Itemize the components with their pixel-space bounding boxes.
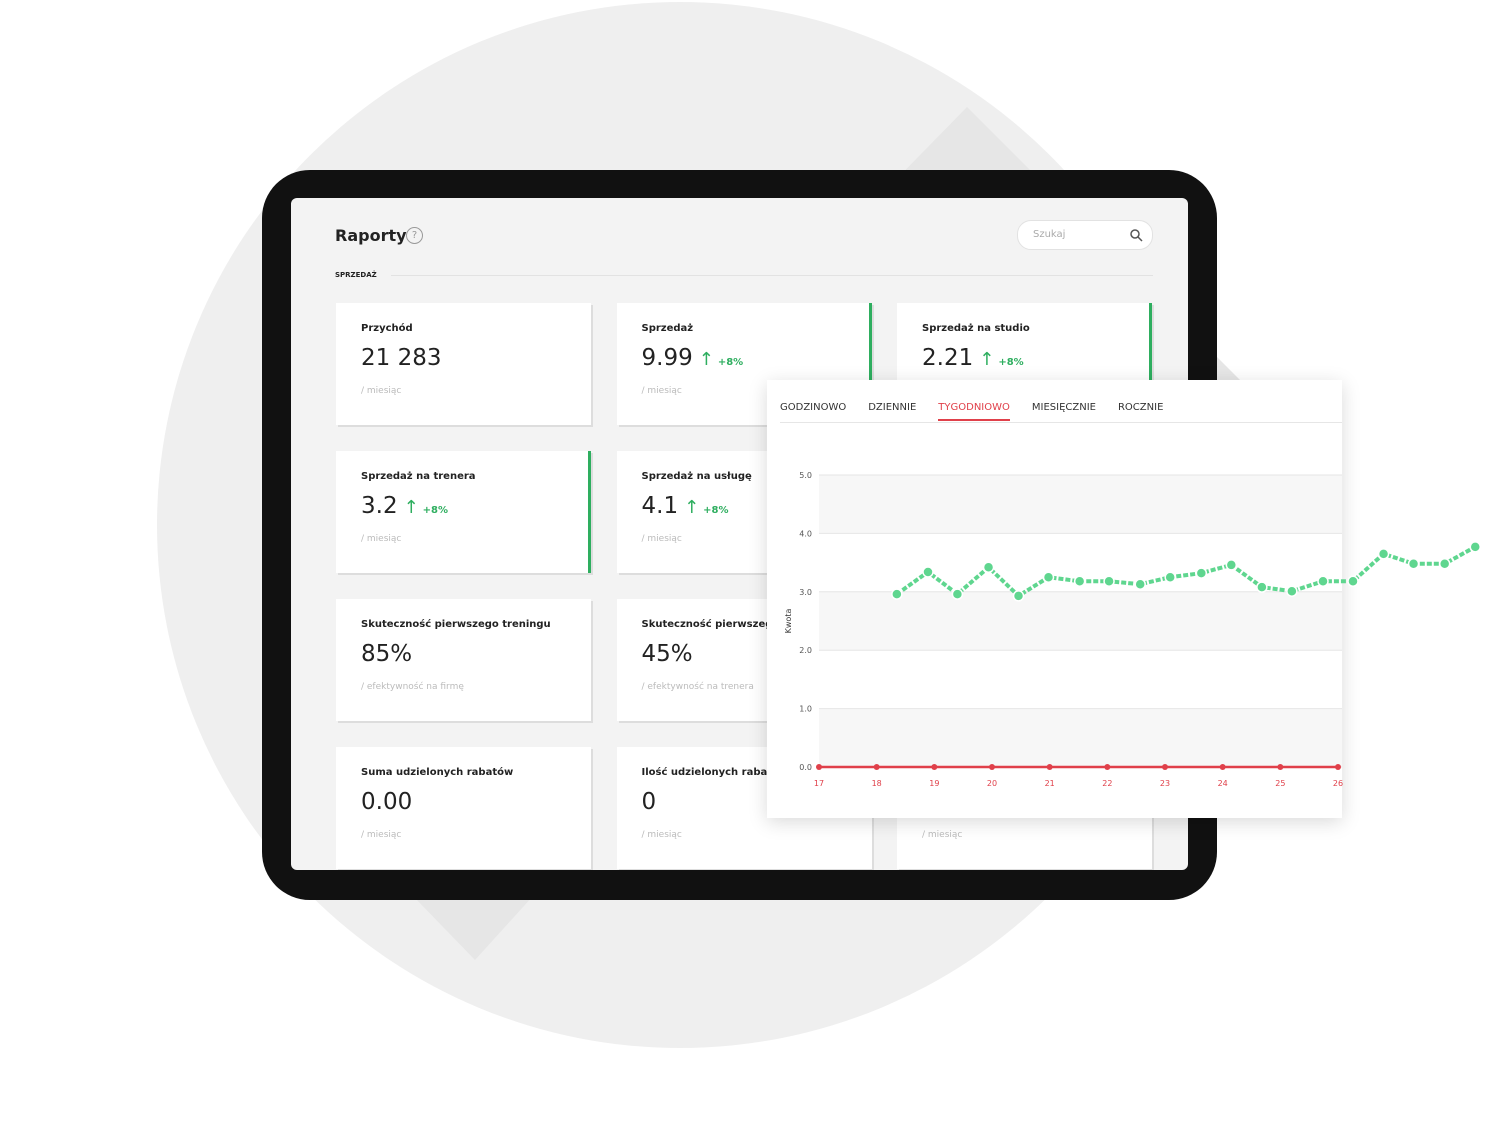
card-title: Przychód (361, 323, 413, 334)
card[interactable]: Przychód 21 283 / miesiąc (336, 303, 591, 425)
tabs-divider (780, 422, 1342, 423)
card-change: +8% (998, 357, 1024, 368)
card-subtitle: / miesiąc (641, 830, 682, 840)
card-title: Sprzedaż na trenera (361, 471, 476, 482)
section-label: SPRZEDAŻ (335, 271, 377, 279)
search-box[interactable]: Szukaj (1017, 220, 1153, 250)
card-value: 0 (641, 789, 657, 815)
card-change: +8% (422, 505, 449, 516)
card-value-row: 0 (642, 789, 657, 815)
up-arrow: ↑ (684, 497, 700, 518)
card-title: Ilość udzielonych rabatów (641, 767, 789, 778)
chart-tab[interactable]: TYGODNIOWO (938, 402, 1010, 421)
card-value-row: 21 283 (361, 345, 441, 371)
card-subtitle: / efektywność na firmę (361, 682, 464, 692)
card-change: +8% (717, 357, 744, 368)
card-value-row: 0.00 (361, 789, 412, 815)
card-subtitle: / miesiąc (361, 534, 402, 544)
card-title: Sprzedaż (641, 323, 694, 334)
card[interactable]: Suma udzielonych rabatów 0.00 / miesiąc (336, 747, 591, 869)
card-value: 85% (361, 641, 413, 667)
card-title: Skuteczność pierwszego treningu (361, 619, 551, 630)
up-arrow: ↑ (979, 349, 995, 370)
card-value-row: 85% (361, 641, 412, 667)
card-title: Skuteczność pierwszego treningu (641, 619, 832, 630)
card-value: 3.2 (361, 493, 398, 519)
chart-tab[interactable]: ROCZNIE (1117, 402, 1164, 413)
page-title: Raporty (335, 226, 407, 245)
card-subtitle: / miesiąc (361, 830, 402, 840)
card-subtitle: / miesiąc (922, 830, 963, 840)
card-subtitle: / efektywność na trenera (641, 682, 754, 692)
chart-panel: GODZINOWO DZIENNIE TYGODNIOWO MIESIĘCZNIE RO… (767, 380, 1342, 818)
search-icon (1130, 229, 1143, 242)
card-value: 9.99 (641, 345, 693, 371)
card-value: 0.00 (361, 789, 413, 815)
card[interactable]: Sprzedaż na trenera 3.2 ↑ +8% / miesiąc (336, 451, 591, 573)
card-value: 45% (641, 641, 693, 667)
card[interactable]: Skuteczność pierwszego treningu 85% / efek… (336, 599, 591, 721)
chart-tab[interactable]: GODZINOWO (780, 402, 847, 413)
up-arrow: ↑ (698, 349, 714, 370)
card-value-row: 4.1 ↑ +8% (642, 493, 729, 519)
card-title: Sprzedaż na usługę (641, 471, 752, 482)
search-placeholder: Szukaj (1033, 229, 1066, 240)
card-title: Sprzedaż na studio (922, 323, 1030, 334)
card-subtitle: / miesiąc (361, 386, 402, 396)
card-value-row: 9.99 ↑ +8% (642, 345, 744, 371)
card-value: 21 283 (361, 345, 442, 371)
up-arrow: ↑ (403, 497, 419, 518)
card-value-row: 3.2 ↑ +8% (361, 493, 448, 519)
card-title: Suma udzielonych rabatów (361, 767, 514, 778)
card-value: 2.21 (922, 345, 974, 371)
chart-tab[interactable]: DZIENNIE (868, 402, 917, 413)
chart-tab[interactable]: MIESIĘCZNIE (1031, 402, 1096, 413)
card-subtitle: / miesiąc (641, 386, 682, 396)
card-value: 4.1 (641, 493, 679, 519)
divider (391, 275, 1153, 276)
card-value-row: 45% (642, 641, 693, 667)
card-subtitle: / miesiąc (641, 534, 682, 544)
card-value-row: 2.21 ↑ +8% (922, 345, 1024, 371)
help-icon[interactable]: ? (406, 227, 423, 244)
card-change: +8% (703, 505, 729, 516)
